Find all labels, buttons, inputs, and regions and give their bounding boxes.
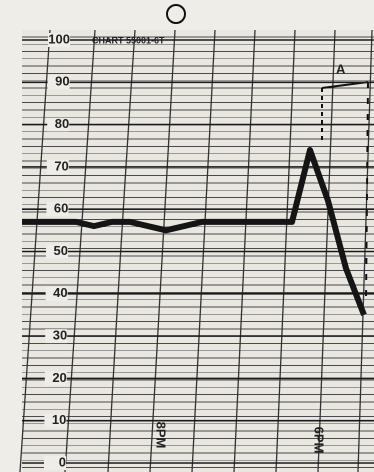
y-tick-label: 100 <box>48 31 70 46</box>
trace-line <box>22 150 364 315</box>
y-tick-label: 60 <box>54 201 68 216</box>
chart-page: CHART 55001-6T A 8PM 6PM 010203040506070… <box>0 0 374 472</box>
y-tick-label: 50 <box>54 243 68 258</box>
annotation: 6PM <box>312 427 327 454</box>
y-tick-label: 30 <box>53 328 67 343</box>
circle-mark <box>167 5 185 23</box>
y-tick-label: 40 <box>53 285 67 300</box>
y-tick-label: 20 <box>52 370 66 385</box>
y-tick-label: 0 <box>59 454 66 469</box>
y-tick-label: 80 <box>55 116 69 131</box>
y-tick-label: 90 <box>55 74 69 89</box>
annotation: 8PM <box>154 422 169 449</box>
y-tick-label: 10 <box>52 412 66 427</box>
y-tick-label: 70 <box>54 158 68 173</box>
chart: CHART 55001-6T A 8PM 6PM 010203040506070… <box>0 0 374 472</box>
annotation: A <box>336 61 346 76</box>
